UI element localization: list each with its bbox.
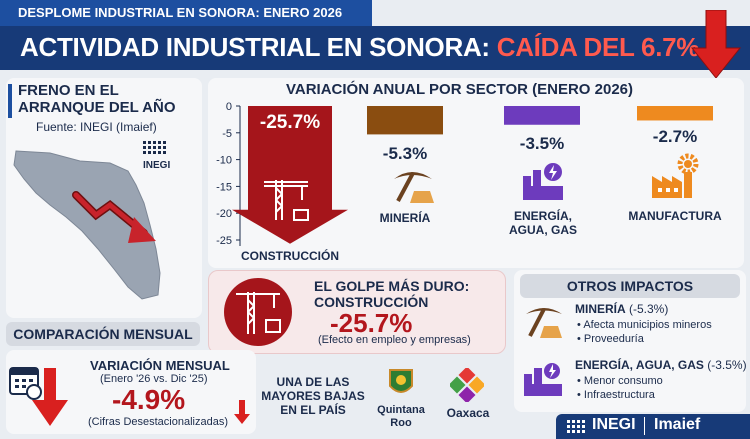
value-label-energia: -3.5% [519,134,565,153]
quintana-roo-shield-icon [389,369,413,393]
mining-impact-title: MINERÍA (-5.3%) [575,302,669,316]
y-tick-label: 0 [226,101,232,113]
footer-sub: Imaief [654,416,701,433]
monthly-period: (Enero '26 vs. Dic '25) [100,373,208,385]
page-title: ACTIVIDAD INDUSTRIAL EN SONORA: CAÍDA DE… [20,32,699,63]
bar-mineria [367,106,443,135]
mining-pickaxe-icon [526,308,562,338]
calendar-arrow-icon [9,367,68,426]
footer-divider [644,417,645,435]
small-down-arrow-icon [234,400,250,424]
ranking-text: UNA DE LAS MAYORES BAJAS EN EL PAÍS [261,375,365,417]
oaxaca-logo-icon [450,368,484,402]
footer-bar [556,414,750,439]
title-accent: CAÍDA DEL 6.7% [496,32,700,62]
bar-energia [504,106,580,125]
energy-plant-icon [524,363,562,396]
y-tick-label: -10 [216,155,232,167]
monthly-note: (Cifras Desestacionalizadas) [88,416,228,428]
footer-brand: INEGI [592,416,636,433]
y-tick-label: -20 [216,208,232,220]
inegi-logo-text: INEGI [143,160,171,171]
value-label-construccion: -25.7% [259,112,321,133]
monthly-label: VARIACIÓN MENSUAL [90,358,230,373]
factory-gear-icon [652,153,699,198]
header-kicker: DESPLOME INDUSTRIAL EN SONORA: ENERO 202… [0,0,372,26]
power-plant-icon [523,163,563,200]
category-label-energia: ENERGÍA, AGUA, GAS [508,209,577,237]
sonora-map-icon [13,150,161,300]
chart-title: VARIACIÓN ANUAL POR SECTOR (ENERO 2026) [286,81,633,98]
y-tick-label: -25 [216,235,232,247]
value-label-manufactura: -2.7% [652,127,698,146]
hardest-hit-value: -25.7% [330,308,413,338]
energy-impact-title: ENERGÍA, AGUA, GAS (-3.5%) [575,358,747,372]
sector-bar-chart: 0 -5 -10 -15 -20 -25 [216,101,713,247]
footer-inegi-icon [567,420,585,433]
monthly-value: -4.9% [112,384,186,415]
bar-manufactura [637,106,713,121]
hardest-hit-note: (Efecto en empleo y empresas) [318,334,471,346]
inegi-logo-icon [143,141,166,154]
left-heading: FRENO EN EL ARRANQUE DEL AÑO [18,82,176,116]
energy-bullets: • Menor consumo • Infraestructura [577,375,663,401]
bar-construccion [232,106,348,244]
state-quintana-roo: Quintana Roo [377,404,425,429]
crane-icon [264,180,309,221]
pickaxe-icon [394,172,434,203]
category-label-manufactura: MANUFACTURA [628,209,722,223]
title-bar [0,26,750,70]
category-label-construccion: CONSTRUCCIÓN [241,249,339,263]
category-label-mineria: MINERÍA [379,211,431,225]
state-oaxaca: Oaxaca [446,406,490,420]
monthly-pill: COMPARACIÓN MENSUAL [6,322,200,346]
value-label-mineria: -5.3% [382,144,428,163]
crane-badge-icon [224,278,292,346]
other-impacts-pill: OTROS IMPACTOS [520,274,740,298]
y-tick-label: -5 [222,128,232,140]
mining-bullets: • Afecta municipios mineros • Proveedurí… [577,319,712,345]
hardest-hit-title: EL GOLPE MÁS DURO: CONSTRUCCIÓN [314,278,470,310]
down-arrow-icon [690,10,742,79]
y-tick-label: -15 [216,181,232,193]
title-main: ACTIVIDAD INDUSTRIAL EN SONORA: [20,32,497,62]
source-note: Fuente: INEGI (Imaief) [36,120,157,134]
left-panel-accent [8,84,12,118]
